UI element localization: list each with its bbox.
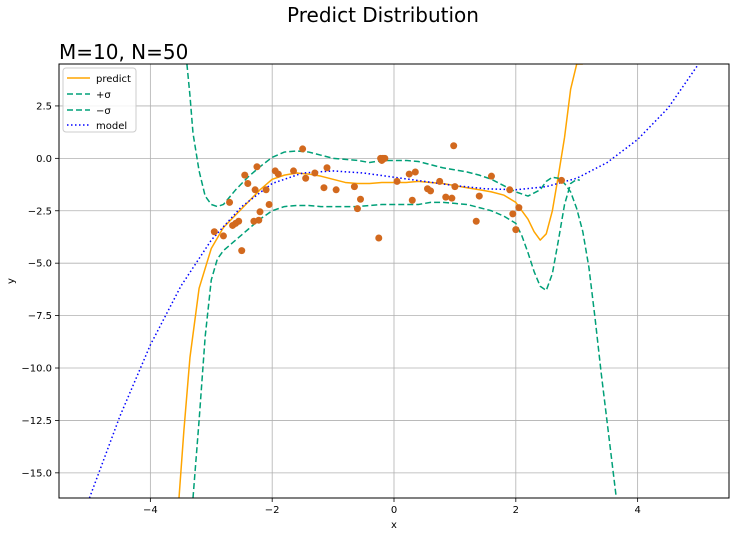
- data-point: [375, 234, 383, 242]
- grid: [59, 64, 729, 498]
- data-point: [475, 192, 483, 200]
- data-point: [405, 170, 413, 178]
- data-point: [411, 168, 419, 176]
- data-point: [357, 195, 364, 203]
- data-point: [515, 204, 523, 212]
- data-point: [512, 226, 520, 234]
- legend-box: [62, 67, 137, 133]
- data-point: [235, 217, 243, 225]
- x-tick-label: −2: [265, 505, 280, 516]
- y-tick-label: 2.5: [36, 101, 52, 112]
- data-point: [509, 210, 517, 218]
- legend-label-minus-sigma: −σ: [96, 106, 111, 117]
- data-point: [255, 216, 263, 224]
- data-point: [226, 198, 234, 206]
- data-point: [253, 163, 261, 171]
- x-tick-label: 0: [391, 505, 397, 516]
- scatter-points: [210, 142, 565, 255]
- data-point: [506, 186, 514, 194]
- data-point: [427, 187, 435, 195]
- data-point: [393, 177, 401, 185]
- data-point: [558, 176, 565, 184]
- x-tick-label: 2: [513, 505, 519, 516]
- data-point: [274, 170, 282, 178]
- data-point: [450, 142, 458, 150]
- data-point: [299, 145, 307, 153]
- data-point: [436, 177, 444, 185]
- y-tick-label: −15.0: [21, 468, 52, 479]
- ticks: −4 −2 0 2 4 2.5 0.0 −2.5 −5.0 −7.5 −10.0 −12.5 −15.0: [21, 101, 640, 516]
- data-point: [302, 174, 310, 182]
- data-point: [442, 193, 450, 201]
- y-tick-label: −12.5: [21, 416, 52, 427]
- data-point: [219, 232, 227, 240]
- data-point: [353, 205, 361, 213]
- x-tick-label: 4: [634, 505, 640, 516]
- data-point: [290, 167, 297, 175]
- data-point: [311, 169, 319, 177]
- data-point: [262, 186, 270, 194]
- series-predict: [178, 64, 583, 498]
- data-point: [256, 208, 264, 216]
- data-point: [350, 183, 358, 191]
- y-axis-label: y: [6, 278, 17, 284]
- data-point: [323, 164, 331, 172]
- data-point: [241, 171, 249, 179]
- series-plus-sigma: [186, 64, 618, 498]
- data-point: [487, 172, 495, 180]
- legend-label-plus-sigma: +σ: [96, 90, 111, 101]
- figure-title: Predict Distribution: [287, 3, 479, 27]
- data-point: [238, 247, 246, 255]
- x-tick-label: −4: [143, 505, 158, 516]
- legend-label-model: model: [96, 121, 127, 132]
- y-tick-label: 0.0: [36, 154, 52, 165]
- data-point: [332, 186, 340, 194]
- series-minus-sigma: [192, 178, 581, 498]
- data-point: [265, 200, 273, 208]
- axes-title: M=10, N=50: [59, 40, 188, 64]
- y-tick-label: −10.0: [21, 364, 52, 375]
- data-point: [381, 154, 389, 162]
- data-point: [251, 186, 259, 194]
- y-tick-label: −5.0: [28, 259, 52, 270]
- legend: predict +σ −σ model: [62, 67, 137, 133]
- x-axis-label: x: [391, 520, 397, 531]
- y-tick-label: −7.5: [28, 311, 52, 322]
- series-model: [88, 64, 700, 498]
- data-point: [210, 228, 218, 236]
- legend-label-predict: predict: [96, 74, 131, 85]
- data-point: [408, 196, 416, 204]
- data-point: [244, 180, 252, 188]
- data-point: [320, 184, 328, 192]
- data-point: [448, 194, 456, 202]
- y-tick-label: −2.5: [28, 206, 52, 217]
- data-point: [451, 183, 459, 191]
- data-point: [472, 217, 480, 225]
